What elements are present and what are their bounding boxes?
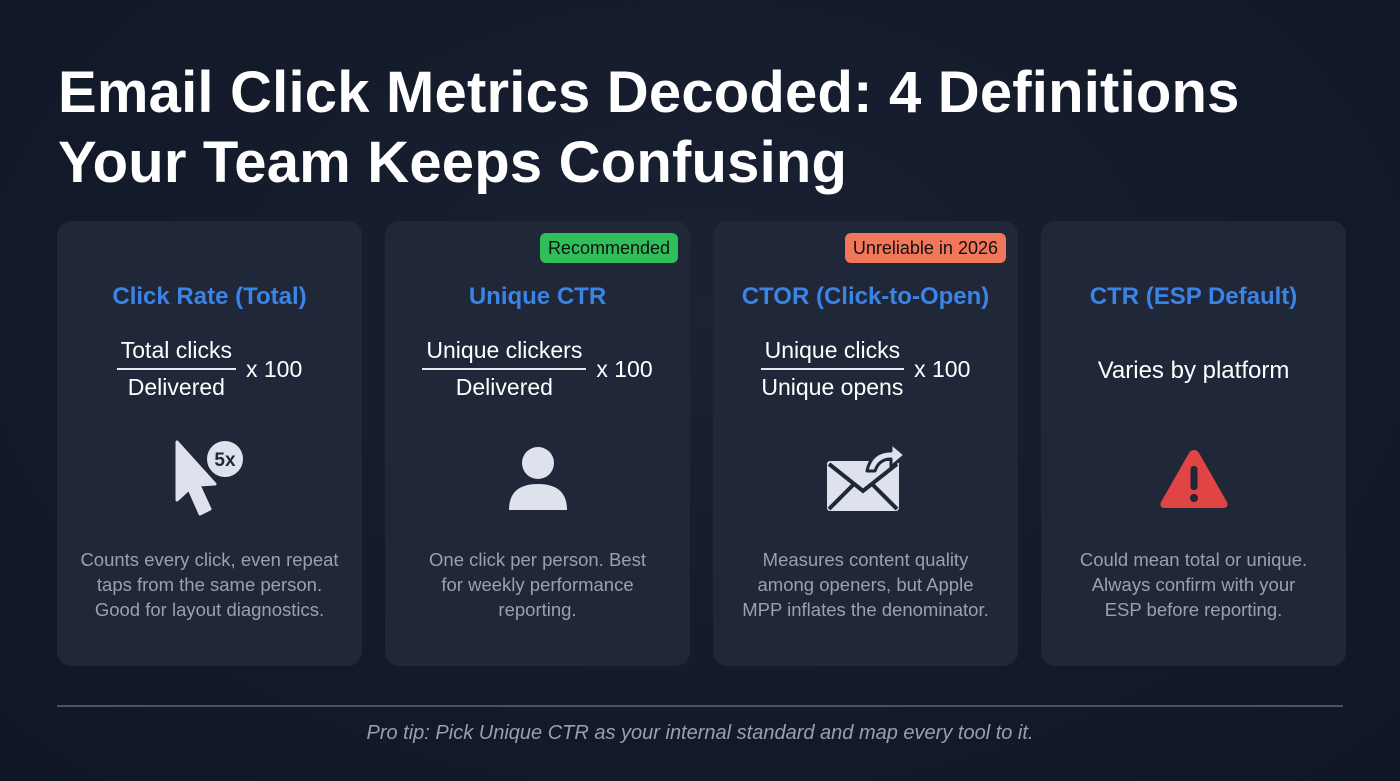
card-title: CTR (ESP Default) <box>1089 283 1298 310</box>
divider <box>57 705 1343 707</box>
numerator: Total clicks <box>116 337 236 370</box>
card-title: Click Rate (Total) <box>112 283 307 310</box>
formula: Total clicks Delivered x 100 <box>57 337 362 401</box>
fraction: Unique clicks Unique opens <box>760 337 905 401</box>
card-title: Unique CTR <box>468 283 607 310</box>
numerator: Unique clicks <box>760 337 905 370</box>
svg-text:5x: 5x <box>214 450 236 471</box>
fraction: Total clicks Delivered <box>116 337 236 401</box>
multiplier: x 100 <box>914 355 971 382</box>
metric-cards: Click Rate (Total) Total clicks Delivere… <box>57 221 1346 666</box>
user-icon <box>385 439 690 519</box>
denominator: Unique opens <box>761 374 904 400</box>
card-ctor: Unreliable in 2026 CTOR (Click-to-Open) … <box>713 221 1018 666</box>
numerator: Unique clickers <box>422 337 587 370</box>
card-description: Could mean total or unique. Always confi… <box>1079 549 1308 620</box>
envelope-forward-icon <box>713 439 1018 519</box>
multiplier: x 100 <box>596 355 653 382</box>
card-description: Measures content quality among openers, … <box>742 549 989 620</box>
card-click-rate-total: Click Rate (Total) Total clicks Delivere… <box>57 221 362 666</box>
unreliable-badge: Unreliable in 2026 <box>844 233 1006 263</box>
card-description: One click per person. Best for weekly pe… <box>429 549 646 620</box>
page-title: Email Click Metrics Decoded: 4 Definitio… <box>58 58 1240 198</box>
denominator: Delivered <box>127 374 225 400</box>
cursor-click-icon: 5x <box>57 437 362 519</box>
recommended-badge: Recommended <box>539 233 678 263</box>
title-line-2: Your Team Keeps Confusing <box>58 130 848 195</box>
formula: Unique clicks Unique opens x 100 <box>713 337 1018 401</box>
warning-icon <box>1041 439 1346 519</box>
formula-text: Varies by platform <box>1097 357 1290 384</box>
title-line-1: Email Click Metrics Decoded: 4 Definitio… <box>58 60 1240 125</box>
fraction: Unique clickers Delivered <box>422 337 587 401</box>
formula: Unique clickers Delivered x 100 <box>385 337 690 401</box>
denominator: Delivered <box>455 374 553 400</box>
card-ctr-esp-default: CTR (ESP Default) Varies by platform Cou… <box>1041 221 1346 666</box>
multiplier: x 100 <box>245 355 303 382</box>
card-description: Counts every click, even repeat taps fro… <box>80 549 339 620</box>
card-title: CTOR (Click-to-Open) <box>741 283 990 310</box>
card-unique-ctr: Recommended Unique CTR Unique clickers D… <box>385 221 690 666</box>
pro-tip: Pro tip: Pick Unique CTR as your interna… <box>366 722 1034 744</box>
